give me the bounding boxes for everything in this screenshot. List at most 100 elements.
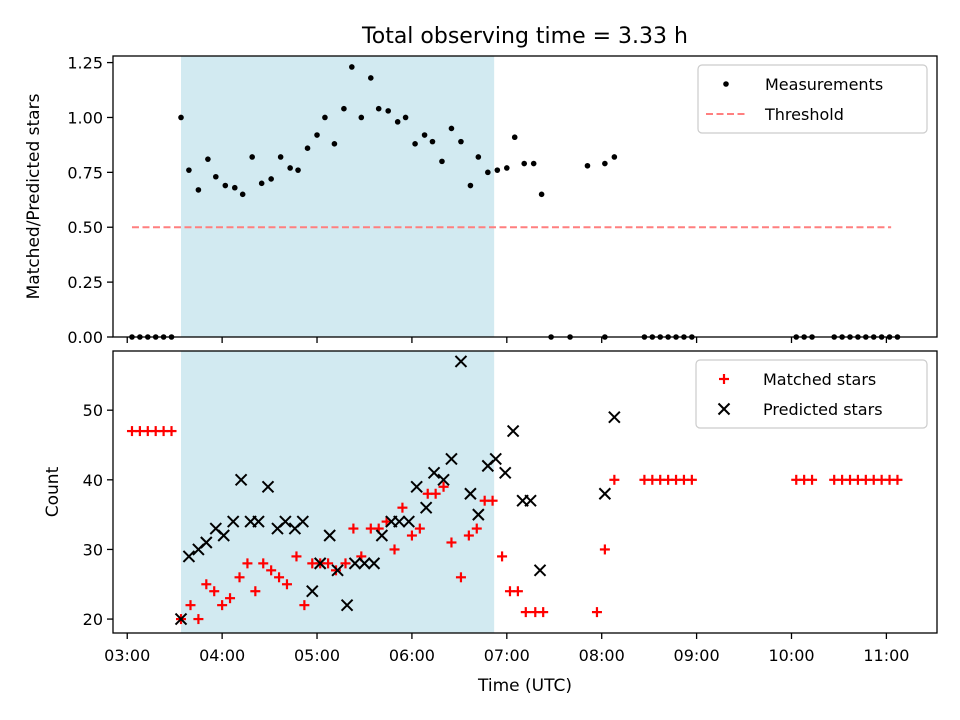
matched-star-point xyxy=(892,474,903,485)
x-tick-label: 05:00 xyxy=(294,646,340,665)
measurement-point xyxy=(249,154,255,160)
x-tick-label: 08:00 xyxy=(579,646,625,665)
y-tick-label: 40 xyxy=(83,471,103,490)
y-tick-label: 0.25 xyxy=(67,273,103,292)
predicted-star-point xyxy=(445,452,458,466)
measurement-point xyxy=(331,141,338,147)
predicted-star-point xyxy=(313,557,327,570)
matched-star-point xyxy=(406,530,417,541)
measurement-point xyxy=(341,105,347,112)
predicted-star-point xyxy=(226,515,240,528)
matched-star-point xyxy=(331,565,342,576)
observing-window-shade xyxy=(181,351,495,633)
y-axis-label: Matched/Predicted stars xyxy=(24,93,44,299)
measurement-point xyxy=(314,132,320,138)
predicted-star-point xyxy=(402,515,415,528)
matched-star-point xyxy=(217,600,228,611)
measurement-point xyxy=(195,187,202,193)
measurement-point xyxy=(467,182,474,189)
legend-marker xyxy=(719,374,729,384)
y-tick-label: 50 xyxy=(83,401,103,420)
predicted-star-point xyxy=(279,515,292,528)
x-tick-label: 07:00 xyxy=(484,646,530,665)
predicted-star-point xyxy=(454,355,468,368)
predicted-star-point xyxy=(323,529,336,542)
measurement-point xyxy=(239,191,246,198)
measurement-point xyxy=(429,138,436,145)
measurement-point xyxy=(349,64,355,70)
matched-star-point xyxy=(258,558,269,569)
matched-star-point xyxy=(609,474,620,485)
matched-star-point xyxy=(463,530,474,541)
predicted-star-point xyxy=(427,466,441,480)
matched-star-point xyxy=(446,537,457,548)
matched-star-point xyxy=(193,614,204,625)
y-tick-label: 0.75 xyxy=(67,163,103,182)
measurement-point xyxy=(521,160,528,167)
y-axis-label: Count xyxy=(43,466,63,517)
predicted-star-point xyxy=(358,557,371,570)
matched-star-point xyxy=(389,544,400,555)
measurement-point xyxy=(402,114,409,121)
measurement-point xyxy=(295,167,301,173)
matched-star-point xyxy=(591,607,602,618)
predicted-star-point xyxy=(296,515,309,528)
measurement-point xyxy=(367,75,374,81)
x-axis-label: Time (UTC) xyxy=(477,676,572,696)
y-tick-label: 0.50 xyxy=(67,218,103,237)
legend-marker xyxy=(723,81,729,87)
measurement-point xyxy=(412,141,418,147)
predicted-star-point xyxy=(348,557,362,570)
y-tick-label: 1.25 xyxy=(67,54,103,73)
matched-star-point xyxy=(266,565,277,576)
legend: Measurements Threshold xyxy=(697,64,928,134)
predicted-star-point xyxy=(608,410,621,424)
predicted-star-point xyxy=(499,466,512,480)
matched-star-point xyxy=(201,579,212,590)
matched-star-point xyxy=(299,600,310,611)
matched-star-point xyxy=(185,600,196,611)
predicted-star-point xyxy=(375,529,389,542)
x-tick-label: 06:00 xyxy=(389,646,435,665)
predicted-star-point xyxy=(472,508,485,521)
matched-star-point xyxy=(520,607,531,618)
legend-label: Measurements xyxy=(765,75,883,94)
measurement-point xyxy=(213,173,219,180)
measurement-point xyxy=(511,134,518,141)
matched-star-point xyxy=(807,474,818,485)
x-tick-label: 11:00 xyxy=(863,646,909,665)
matched-star-point xyxy=(497,551,508,562)
observing-window-shade xyxy=(181,56,495,337)
matched-star-point xyxy=(414,523,425,534)
measurement-point xyxy=(287,165,293,171)
predicted-star-point xyxy=(174,612,188,626)
matched-star-point xyxy=(242,558,253,569)
measurement-point xyxy=(231,184,238,191)
matched-star-point xyxy=(274,572,285,583)
matched-star-point xyxy=(234,572,245,583)
predicted-star-point xyxy=(393,515,406,528)
predicted-star-point xyxy=(261,480,275,493)
measurement-point xyxy=(322,114,328,121)
predicted-star-point xyxy=(410,480,423,493)
matched-star-point xyxy=(430,488,441,499)
measurement-point xyxy=(439,158,445,165)
predicted-star-point xyxy=(598,487,612,500)
legend-marker xyxy=(717,402,731,416)
matched-star-point xyxy=(250,586,261,597)
panel-counts: 20 30 40 50 03:00 04:00 05:00 06:00 07:00 08:00 09… xyxy=(43,350,938,665)
legend: Matched stars Predicted stars xyxy=(695,359,928,429)
measurement-point xyxy=(448,125,455,132)
matched-star-point xyxy=(438,481,449,492)
matched-star-point xyxy=(225,593,236,604)
predicted-star-point xyxy=(234,473,248,487)
measurement-point xyxy=(186,167,192,173)
predicted-star-point xyxy=(533,564,547,577)
predicted-star-point xyxy=(252,515,265,528)
matched-star-point xyxy=(397,502,408,513)
y-tick-label: 1.00 xyxy=(67,108,103,127)
predicted-star-point xyxy=(506,424,520,438)
matched-star-point xyxy=(471,523,482,534)
measurement-point xyxy=(304,145,311,152)
predicted-star-point xyxy=(464,487,477,500)
